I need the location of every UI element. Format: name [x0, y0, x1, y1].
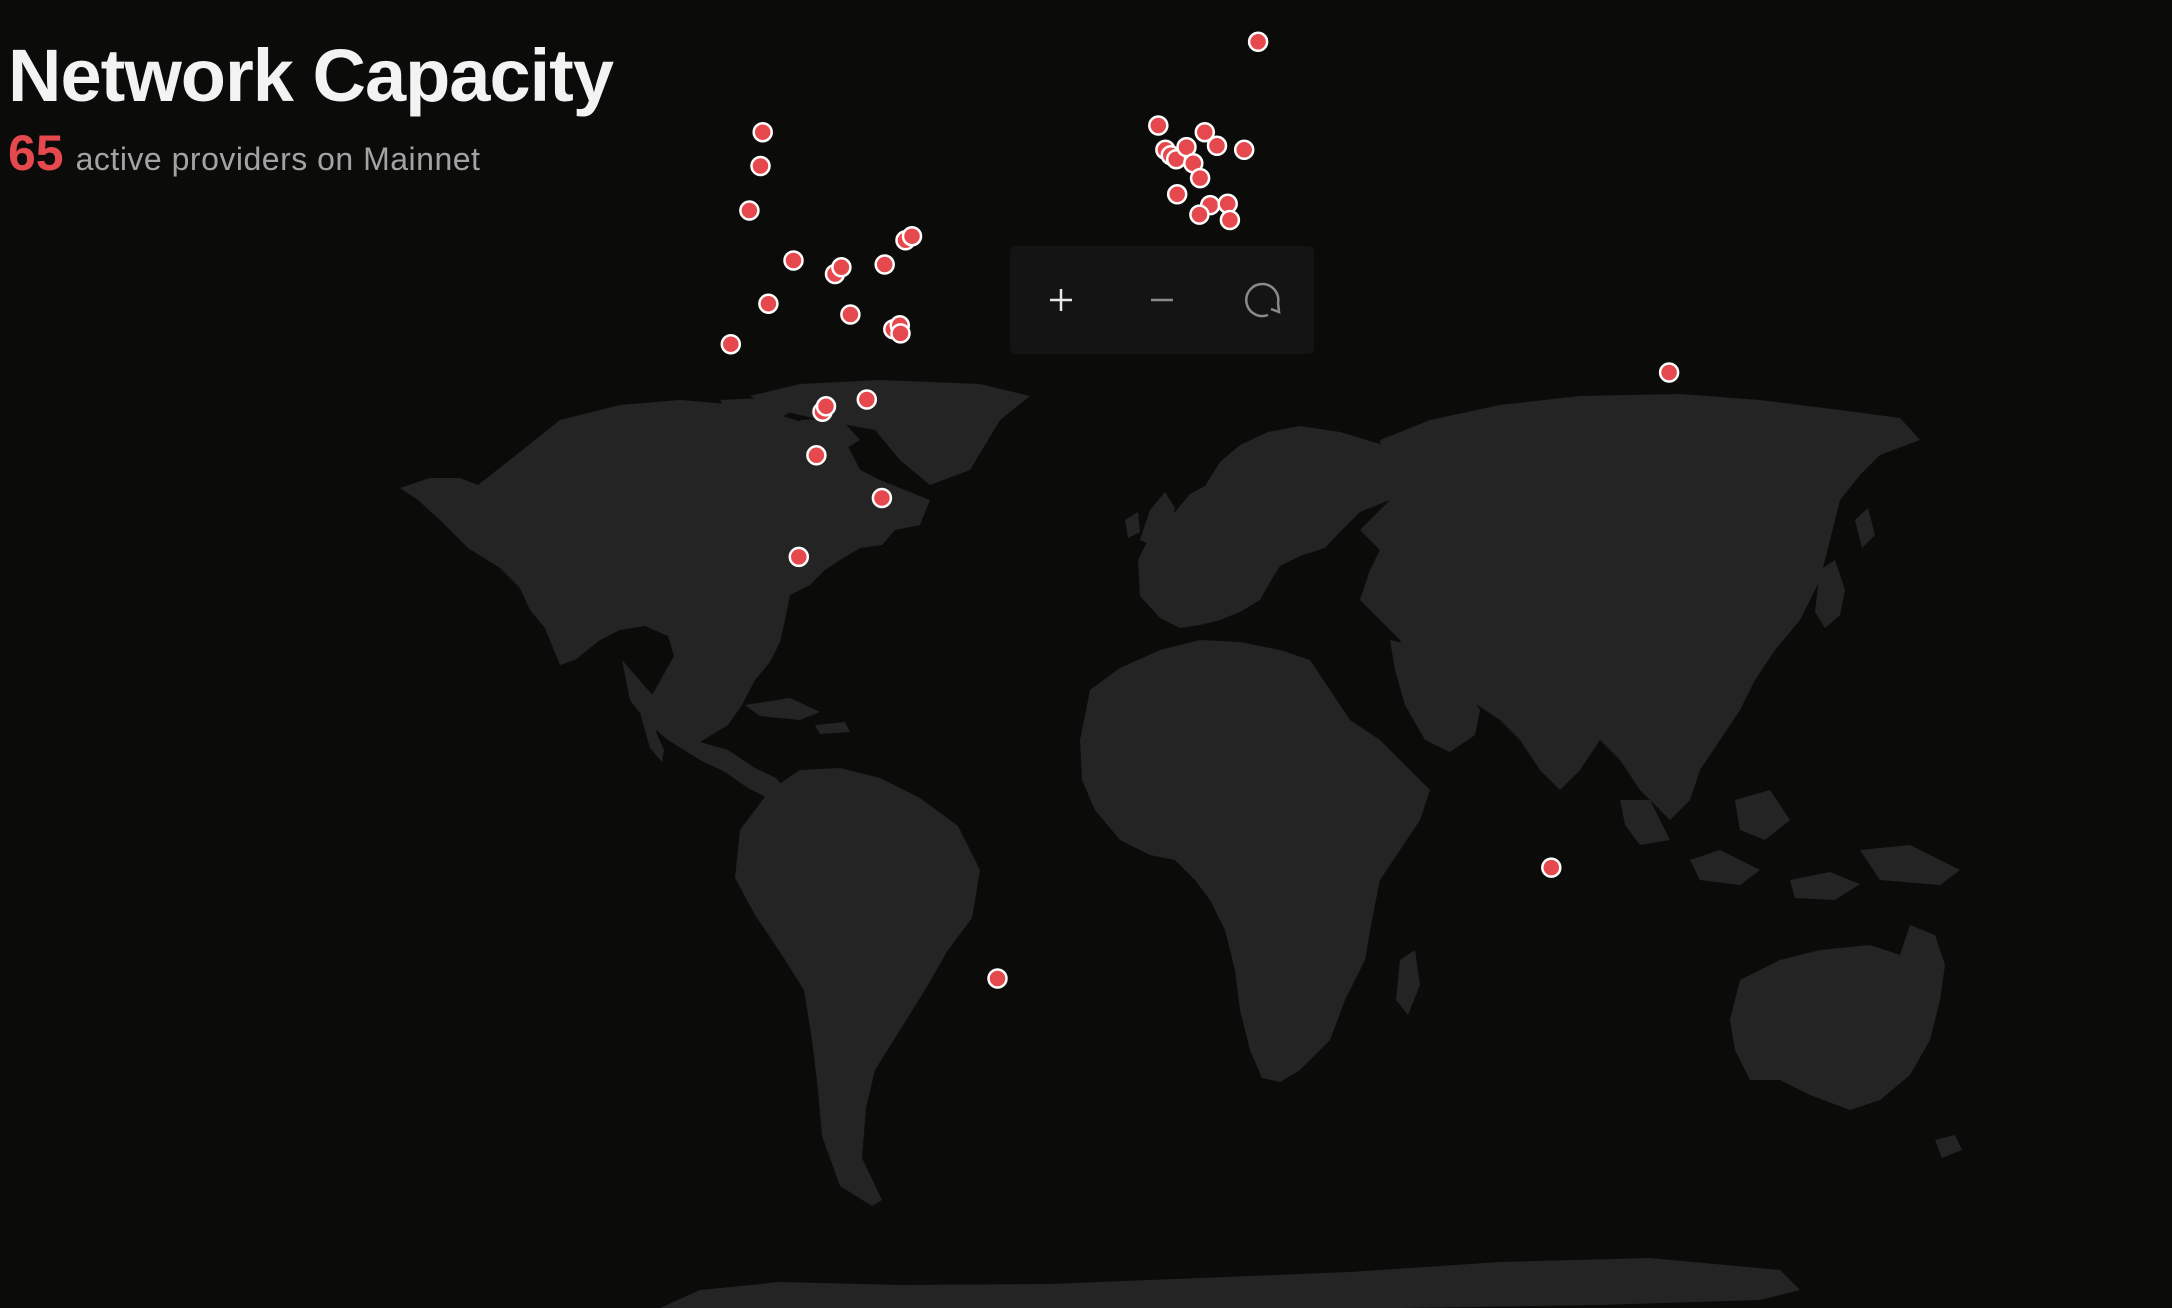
refresh-icon — [1245, 282, 1281, 318]
provider-marker[interactable] — [871, 487, 893, 509]
map-controls — [1010, 246, 1314, 354]
provider-marker[interactable] — [1194, 121, 1216, 143]
land-africa — [1080, 640, 1430, 1082]
provider-marker[interactable] — [987, 968, 1008, 989]
provider-marker[interactable] — [752, 121, 773, 143]
land-new-zealand — [1935, 1135, 1962, 1158]
land-europe — [1138, 426, 1400, 628]
zoom-out-button[interactable] — [1126, 264, 1198, 336]
provider-marker[interactable] — [856, 389, 878, 410]
land-arabia — [1390, 640, 1480, 752]
reset-view-button[interactable] — [1227, 264, 1299, 336]
provider-marker[interactable] — [890, 323, 911, 344]
page-title: Network Capacity — [8, 34, 614, 117]
provider-marker[interactable] — [1206, 135, 1228, 157]
provider-marker[interactable] — [1189, 167, 1211, 189]
zoom-in-button[interactable] — [1025, 264, 1097, 336]
provider-marker[interactable] — [1233, 139, 1255, 161]
provider-marker[interactable] — [758, 293, 779, 314]
provider-marker[interactable] — [788, 546, 810, 568]
provider-marker[interactable] — [1247, 31, 1269, 53]
provider-marker[interactable] — [1148, 115, 1169, 136]
land-north-america — [400, 400, 930, 762]
land-australia — [1730, 925, 1945, 1110]
provider-marker[interactable] — [1658, 362, 1680, 383]
provider-marker[interactable] — [840, 304, 861, 325]
provider-marker[interactable] — [831, 257, 852, 278]
provider-marker[interactable] — [720, 333, 742, 355]
minus-icon — [1150, 298, 1173, 302]
provider-marker[interactable] — [874, 254, 895, 275]
land-british-isles — [1125, 492, 1175, 548]
provider-marker[interactable] — [1541, 857, 1562, 878]
provider-marker[interactable] — [1219, 209, 1241, 231]
subtitle: 65 active providers on Mainnet — [8, 124, 613, 182]
land-asia — [1360, 394, 1920, 820]
land-madagascar — [1396, 950, 1420, 1015]
land-southeast-asia — [1620, 790, 1960, 900]
provider-marker[interactable] — [901, 225, 923, 247]
land-caribbean — [745, 698, 850, 734]
provider-count: 65 — [8, 125, 64, 181]
provider-marker[interactable] — [783, 250, 804, 271]
provider-marker[interactable] — [815, 396, 837, 417]
provider-marker[interactable] — [806, 445, 827, 466]
provider-marker[interactable] — [739, 200, 760, 221]
land-south-america — [735, 768, 980, 1206]
land-central-america — [622, 660, 792, 800]
land-antarctica — [660, 1258, 1800, 1308]
provider-marker[interactable] — [750, 155, 771, 177]
land-layer — [400, 380, 1962, 1308]
plus-icon — [1049, 289, 1072, 311]
header: Network Capacity 65 active providers on … — [8, 30, 614, 182]
land-japan — [1815, 508, 1875, 628]
provider-marker[interactable] — [1166, 184, 1188, 205]
provider-marker[interactable] — [1189, 204, 1210, 225]
subtitle-text: active providers on Mainnet — [75, 141, 481, 177]
